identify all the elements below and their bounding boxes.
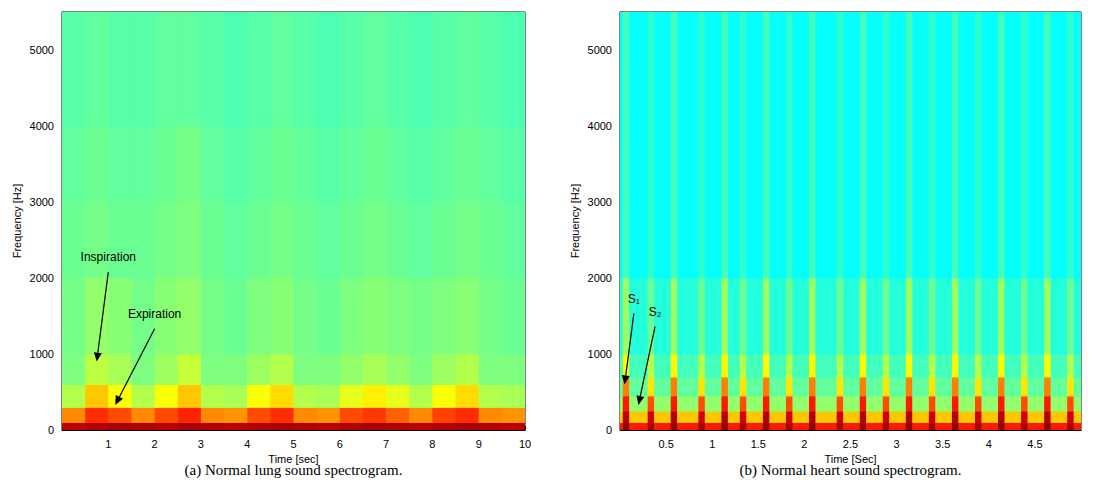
svg-text:0: 0 — [48, 424, 54, 436]
svg-text:1: 1 — [709, 438, 715, 450]
svg-text:1000: 1000 — [30, 348, 54, 360]
svg-text:3.5: 3.5 — [935, 438, 950, 450]
svg-text:3: 3 — [198, 438, 204, 450]
svg-text:8: 8 — [429, 438, 435, 450]
svg-text:1: 1 — [105, 438, 111, 450]
svg-text:2.5: 2.5 — [843, 438, 858, 450]
svg-text:Time [Sec]: Time [Sec] — [824, 453, 877, 466]
svg-text:Frequency [Hz]: Frequency [Hz] — [569, 184, 581, 259]
svg-text:(a) Normal lung sound spectrog: (a) Normal lung sound spectrogram. — [185, 462, 403, 479]
svg-text:4000: 4000 — [30, 120, 54, 132]
svg-text:Time [sec]: Time [sec] — [268, 453, 319, 466]
svg-text:4: 4 — [986, 438, 992, 450]
svg-text:5000: 5000 — [30, 44, 54, 56]
svg-text:7: 7 — [383, 438, 389, 450]
svg-text:2000: 2000 — [30, 272, 54, 284]
svg-text:S₂: S₂ — [649, 305, 662, 319]
svg-text:0: 0 — [606, 424, 612, 436]
svg-text:2: 2 — [152, 438, 158, 450]
svg-text:0.5: 0.5 — [658, 438, 673, 450]
svg-text:9: 9 — [476, 438, 482, 450]
svg-text:10: 10 — [519, 438, 531, 450]
svg-text:3000: 3000 — [588, 196, 612, 208]
svg-text:Frequency [Hz]: Frequency [Hz] — [11, 184, 23, 259]
svg-text:5000: 5000 — [588, 44, 612, 56]
svg-text:Expiration: Expiration — [128, 307, 181, 321]
svg-text:3000: 3000 — [30, 196, 54, 208]
svg-text:(b) Normal heart sound spectro: (b) Normal heart sound spectrogram. — [739, 462, 961, 479]
svg-text:5: 5 — [290, 438, 296, 450]
svg-text:4000: 4000 — [588, 120, 612, 132]
svg-text:1.5: 1.5 — [751, 438, 766, 450]
svg-text:6: 6 — [337, 438, 343, 450]
svg-text:S₁: S₁ — [628, 292, 640, 306]
svg-text:Inspiration: Inspiration — [81, 250, 136, 264]
svg-text:1000: 1000 — [588, 348, 612, 360]
svg-text:4: 4 — [244, 438, 250, 450]
svg-text:2000: 2000 — [588, 272, 612, 284]
svg-text:4.5: 4.5 — [1027, 438, 1042, 450]
svg-text:2: 2 — [801, 438, 807, 450]
svg-text:3: 3 — [894, 438, 900, 450]
